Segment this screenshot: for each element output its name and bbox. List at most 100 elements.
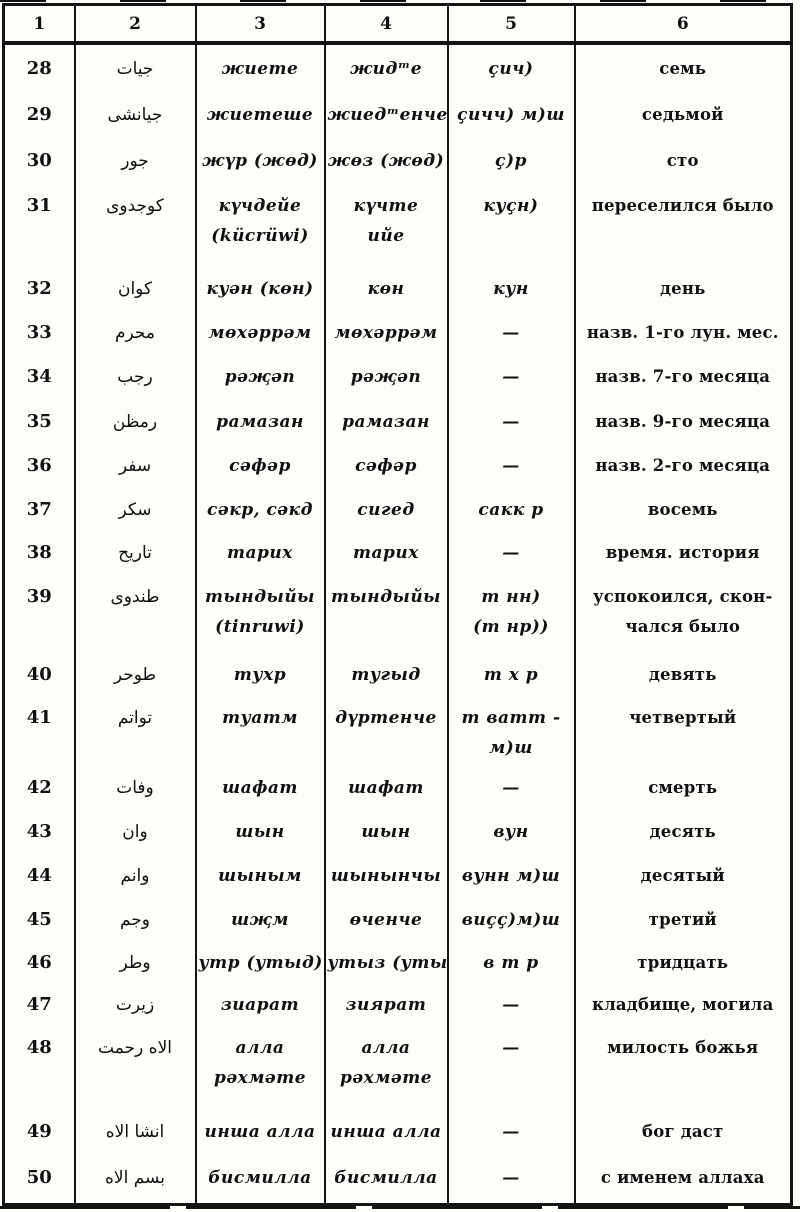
cell-row-number-line: 48 [26,1037,52,1058]
table-row: 44 وانم шыным шынынчы вунн м)ш десятый [2,854,793,898]
cell-form-col4-line: рәхмәте [339,1068,433,1088]
cell-form-col5: — [446,311,576,355]
cell-form-col5-line: т ватт - [461,708,561,728]
cell-arabic-word: وان [73,810,197,854]
cell-form-col5-line: — [502,456,520,476]
cell-form-col4: зиярат [323,984,449,1026]
cell-form-col3: зиарат [194,984,326,1026]
cell-form-col5-line: ç)р [495,151,527,171]
cell-russian-meaning: назв. 2-го месяца [573,444,793,488]
cell-row-number: 40 [2,654,76,696]
table-row: 46 وطر утр (утыд)утыз (утыд) в т р тридцать [2,941,793,984]
cell-form-col3-line: шафат [222,777,298,798]
top-edge-rule [0,0,800,2]
cell-row-number-line: 45 [26,908,52,930]
table-row: 42 وفات шафат шафат — смерть [2,765,793,810]
cell-form-col4: сәфәр [323,444,449,488]
cell-arabic-word-line: كوان [117,278,153,299]
cell-arabic-word: وفات [73,765,197,810]
cell-form-col3: рамазан [194,399,326,444]
cell-russian-meaning-line: третий [648,909,717,929]
cell-form-col4-line: сигед [357,499,415,520]
cell-row-number: 37 [2,488,76,531]
cell-russian-meaning-line: бог даст [642,1122,724,1141]
table-body: 28 جيات жиете жидᵐе çич) семь 29 جيانشى жиетеше ж… [2,43,793,1204]
cell-row-number: 29 [2,92,76,138]
cell-row-number: 44 [2,854,76,898]
cell-form-col4-line: шын [361,822,411,842]
cell-form-col4-line: жидᵐе [349,58,423,79]
cell-arabic-word-line: طندوى [110,587,160,607]
cell-form-col5-line: — [502,367,520,387]
cell-form-col4-line: мөхәррәм [334,323,438,343]
cell-russian-meaning-line: успокоился, скон- [592,587,773,606]
cell-form-col3: утр (утыд) [194,941,326,984]
cell-row-number-line: 47 [26,994,52,1015]
cell-russian-meaning-line: восемь [647,499,718,519]
cell-form-col4-line: тугыд [351,665,421,685]
cell-form-col4: бисмилла [323,1154,449,1204]
cell-form-col5-line: — [502,1168,520,1189]
cell-form-col3-line: алла [235,1038,285,1058]
cell-form-col3-line: куән (көн) [206,278,314,299]
cell-form-col3: куән (көн) [194,266,326,311]
cell-form-col5-line: — [502,1122,520,1142]
cell-russian-meaning: милость божья [573,1026,793,1110]
cell-form-col3: тухр [194,654,326,696]
cell-russian-meaning-line: десять [649,822,716,841]
cell-arabic-word: زيرت [73,984,197,1026]
cell-form-col4-line: ийе [367,226,405,246]
cell-form-col5-line: вунн м)ш [461,866,561,886]
cell-row-number-line: 29 [26,104,52,125]
cell-arabic-word-line: طوحر [113,665,157,685]
cell-form-col5: т нн) (т нр)) [446,575,576,654]
cell-form-col3: тарих [194,531,326,575]
cell-arabic-word-line: سكر [118,499,152,520]
cell-russian-meaning-line: с именем аллаха [600,1168,765,1188]
cell-form-col3: бисмилла [194,1154,326,1204]
table-row: 32 كوان куән (көн) көн кун день [2,266,793,311]
cell-form-col3-line: тарих [227,543,293,563]
cell-russian-meaning: кладбище, могила [573,984,793,1026]
cell-form-col4-line: шынынчы [330,866,442,886]
cell-arabic-word: سكر [73,488,197,531]
cell-russian-meaning: восемь [573,488,793,531]
cell-form-col4-line: дүртенче [335,708,437,728]
cell-form-col4-line: күчте [353,196,419,216]
cell-row-number: 47 [2,984,76,1026]
cell-row-number-line: 31 [26,195,52,216]
cell-russian-meaning-line: милость божья [607,1038,759,1057]
cell-russian-meaning-line: девять [648,665,717,684]
cell-arabic-word: رجب [73,355,197,399]
table-row: 50 بسم الاه бисмилла бисмилла — с именем алла… [2,1154,793,1204]
cell-form-col3-line: тухр [233,665,287,685]
cell-form-col4-line: тарих [353,543,419,563]
table-row: 36 سفر сәфәр сәфәр — назв. 2-го месяца [2,444,793,488]
table-row: 43 وان шын шын вун десять [2,810,793,854]
cell-form-col5: ç)р [446,138,576,184]
cell-arabic-word-line: بسم الاه [105,1168,165,1189]
cell-russian-meaning: тридцать [573,941,793,984]
cell-form-col4-line: жиедᵐенче [327,105,448,125]
cell-arabic-word-line: انشا الاه [105,1122,165,1142]
cell-form-col3: жүр (жөд) [194,138,326,184]
cell-form-col5-line: — [502,995,520,1015]
header-col-6: 6 [573,4,793,45]
cell-arabic-word-line: محرم [115,323,155,343]
cell-form-col3-line: жиетеше [206,105,314,125]
cell-arabic-word: تاريح [73,531,197,575]
cell-form-col5: — [446,1026,576,1110]
cell-form-col3-line: бисмилла [208,1168,312,1189]
cell-row-number-line: 40 [26,664,52,685]
cell-form-col4: жиедᵐенче [323,92,449,138]
cell-russian-meaning: день [573,266,793,311]
cell-form-col4: шафат [323,765,449,810]
table-row: 49 انشا الاه инша алла инша алла — бог даст [2,1110,793,1154]
cell-form-col4-line: тындыйы [331,587,441,607]
cell-arabic-word: طندوى [73,575,197,654]
cell-row-number-line: 43 [26,821,52,842]
cell-arabic-word: جيات [73,43,197,92]
table-row: 45 وجم шҗм өченче виçç)м)ш третий [2,898,793,941]
cell-form-col5-line: вун [493,822,529,842]
cell-form-col4-line: сәфәр [355,456,417,476]
